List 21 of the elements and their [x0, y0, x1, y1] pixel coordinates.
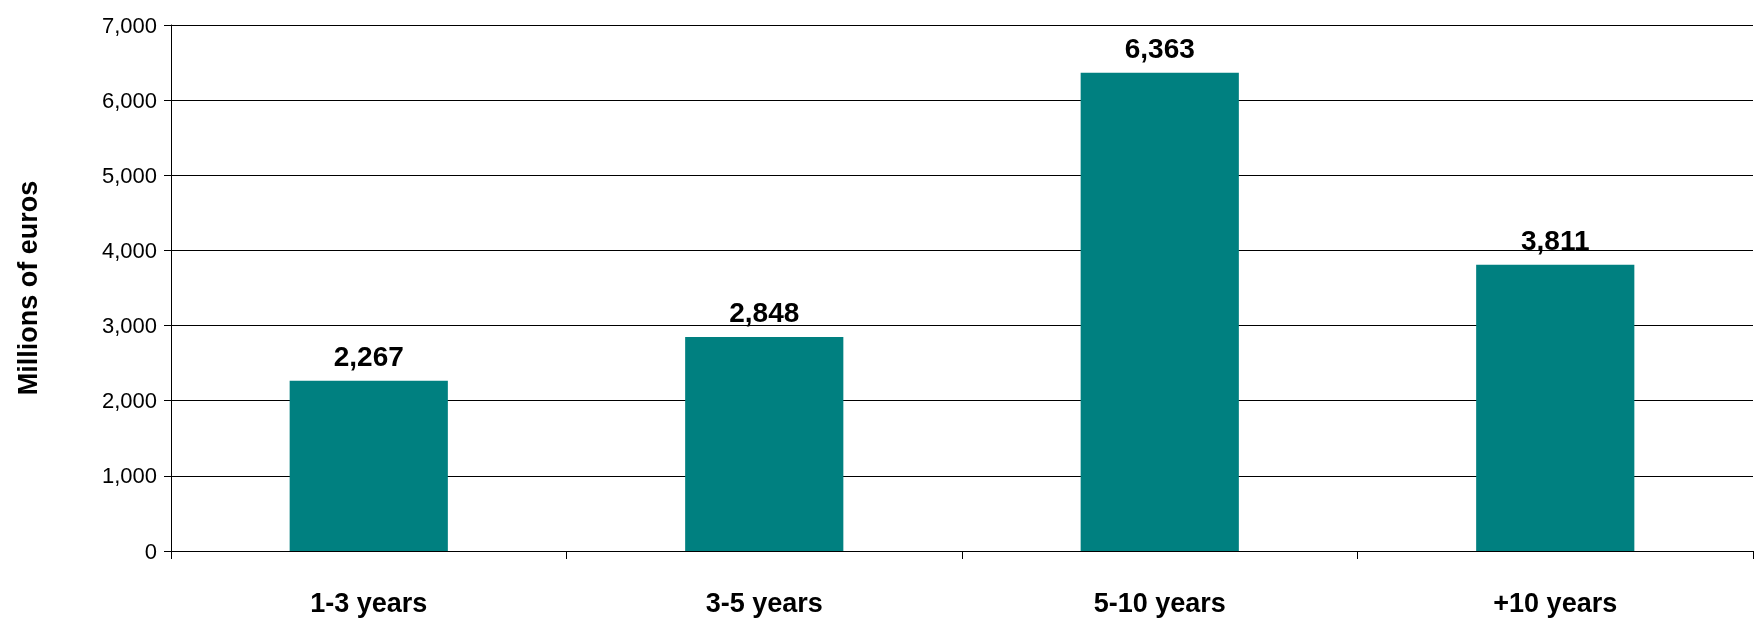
y-tick-label: 6,000: [101, 87, 157, 113]
x-tick-label: 1-3 years: [310, 587, 428, 618]
x-tick-label: +10 years: [1493, 587, 1618, 618]
bar: [685, 336, 844, 551]
bar: [1476, 264, 1635, 551]
x-tick-label: 5-10 years: [1093, 587, 1226, 618]
y-tick-label: 0: [144, 538, 157, 564]
data-label: 2,848: [729, 297, 800, 329]
y-tick-label: 3,000: [101, 313, 157, 339]
data-label: 6,363: [1124, 33, 1195, 65]
data-label: 3,811: [1520, 225, 1590, 257]
y-tick-label: 2,000: [101, 388, 157, 414]
y-axis-title: Millions of euros: [12, 180, 43, 396]
bar: [289, 380, 448, 551]
x-tick-label: 3-5 years: [705, 587, 823, 618]
y-tick-label: 7,000: [101, 12, 157, 38]
y-tick-label: 4,000: [101, 237, 157, 263]
data-label: 2,267: [333, 341, 404, 373]
y-tick-label: 5,000: [101, 162, 157, 188]
bar: [1080, 72, 1239, 551]
y-tick-label: 1,000: [101, 463, 157, 489]
